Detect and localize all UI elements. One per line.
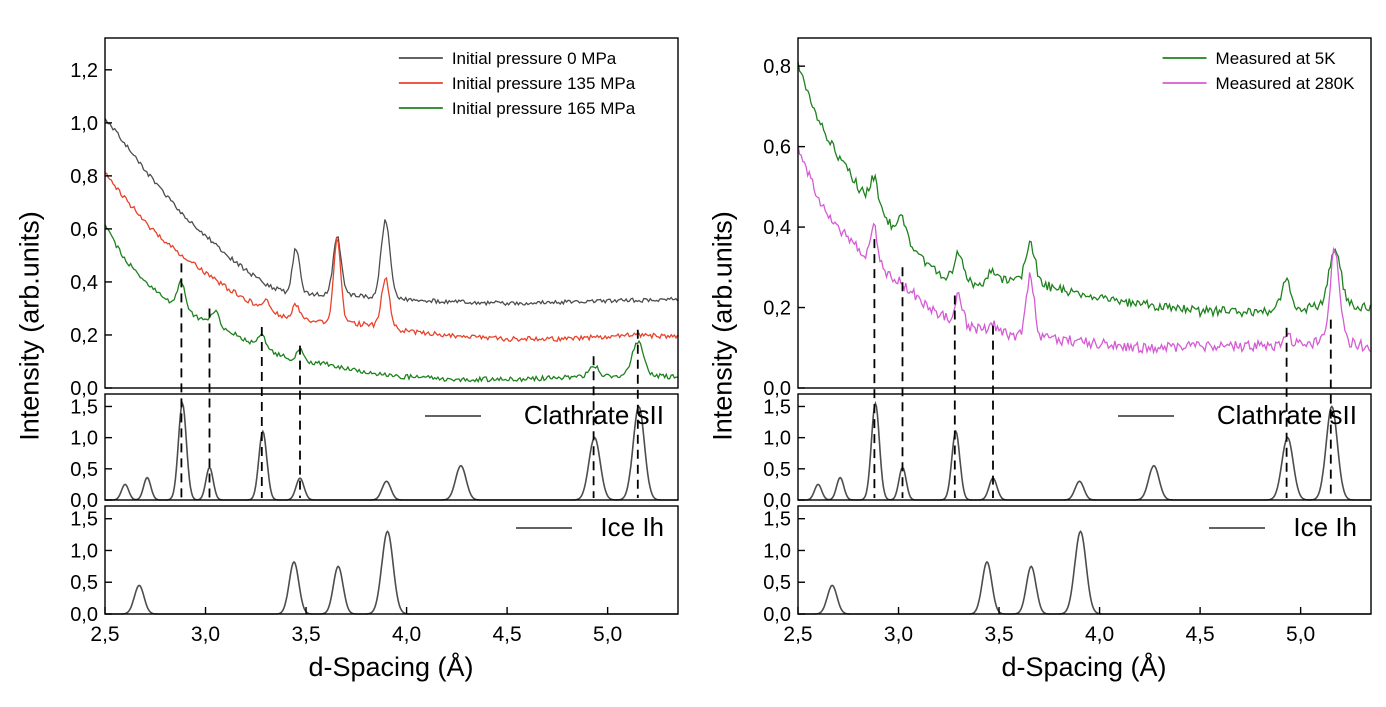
x-tick-label: 4,0	[392, 623, 421, 646]
y-tick-label: 1,2	[70, 60, 98, 82]
y-tick-label: 0,4	[70, 272, 98, 294]
reference-pattern-label: Ice Ih	[1293, 512, 1357, 542]
y-tick-label: 0,0	[763, 490, 791, 512]
reference-pattern-curve	[798, 530, 1371, 615]
series-curve	[797, 145, 1372, 355]
y-tick-label: 0,0	[763, 378, 791, 400]
x-tick-label: 4,5	[1186, 623, 1215, 646]
y-tick-label: 0,6	[763, 137, 791, 159]
y-tick-label: 1,5	[763, 396, 791, 418]
series-curve	[797, 61, 1372, 319]
x-tick-label: 5,0	[1286, 623, 1315, 646]
left-y-axis-label: Intensity (arb.units)	[14, 211, 45, 441]
reference-pattern-curve	[798, 400, 1371, 501]
reference-pattern-label: Clathrate sII	[1217, 400, 1357, 430]
series-curve	[104, 224, 678, 384]
y-tick-label: 0,5	[70, 572, 98, 594]
right-panel-chart: 0,00,20,40,60,80,00,51,01,50,00,51,01,52…	[763, 37, 1372, 646]
subplot-frame	[104, 393, 679, 501]
x-tick-label: 5,0	[593, 623, 622, 646]
y-tick-label: 0,5	[763, 459, 791, 481]
x-tick-label: 3,0	[884, 623, 913, 646]
y-tick-label: 1,5	[70, 509, 98, 531]
legend-label: Measured at 280K	[1216, 74, 1356, 93]
y-tick-label: 0,0	[70, 490, 98, 512]
y-tick-label: 1,5	[70, 396, 98, 418]
subplot-frame	[104, 37, 679, 389]
left-panel-chart: 0,00,20,40,60,81,01,20,00,51,01,50,00,51…	[70, 37, 679, 646]
x-tick-label: 4,0	[1085, 623, 1114, 646]
y-tick-label: 0,4	[763, 217, 791, 239]
legend-label: Initial pressure 135 MPa	[452, 74, 636, 93]
y-tick-label: 0,0	[70, 604, 98, 626]
x-tick-label: 4,5	[493, 623, 522, 646]
y-tick-label: 0,2	[70, 325, 98, 347]
reference-pattern-curve	[105, 530, 678, 615]
y-tick-label: 0,8	[70, 166, 98, 188]
left-panel: 0,0 0,2 0,4 0,6 0,8 1,0 1,2 0,0 0,5 1,0 1,5 0,0 0,5 1…	[14, 37, 679, 682]
y-tick-label: 1,0	[763, 428, 791, 450]
subplot-frame	[797, 37, 1372, 389]
y-tick-label: 0,5	[763, 572, 791, 594]
right-y-axis-label: Intensity (arb.units)	[707, 211, 738, 441]
right-panel: 0,0 0,2 0,4 0,6 0,8 0,0 0,5 1,0 1,5 0,0 0,5 1,0 1,5 2…	[693, 0, 1386, 707]
subplot-frame	[104, 505, 679, 615]
reference-pattern-label: Clathrate sII	[524, 400, 664, 430]
y-tick-label: 0,8	[763, 56, 791, 78]
legend-label: Initial pressure 165 MPa	[452, 99, 636, 118]
left-x-axis-label: d-Spacing (Å)	[308, 652, 474, 682]
y-tick-label: 1,0	[763, 540, 791, 562]
series-curve	[104, 172, 679, 343]
y-tick-label: 0,5	[70, 459, 98, 481]
subplot-frame	[797, 505, 1372, 615]
subplot-frame	[797, 393, 1372, 501]
reference-pattern-label: Ice Ih	[600, 512, 664, 542]
y-tick-label: 1,0	[70, 113, 98, 135]
y-tick-label: 0,0	[763, 604, 791, 626]
series-curve	[104, 118, 679, 307]
x-tick-label: 3,0	[191, 623, 220, 646]
legend-label: Initial pressure 0 MPa	[452, 49, 617, 68]
right-x-axis-label: d-Spacing (Å)	[1001, 652, 1167, 682]
x-tick-label: 2,5	[90, 623, 119, 646]
y-tick-label: 0,6	[70, 219, 98, 241]
legend-label: Measured at 5K	[1216, 49, 1337, 68]
y-tick-label: 1,5	[763, 509, 791, 531]
reference-pattern-curve	[105, 400, 678, 501]
y-tick-label: 1,0	[70, 540, 98, 562]
x-tick-label: 2,5	[783, 623, 812, 646]
y-tick-label: 0,0	[70, 378, 98, 400]
y-tick-label: 1,0	[70, 428, 98, 450]
x-tick-label: 3,5	[984, 623, 1013, 646]
y-tick-label: 0,2	[763, 298, 791, 320]
x-tick-label: 3,5	[291, 623, 320, 646]
